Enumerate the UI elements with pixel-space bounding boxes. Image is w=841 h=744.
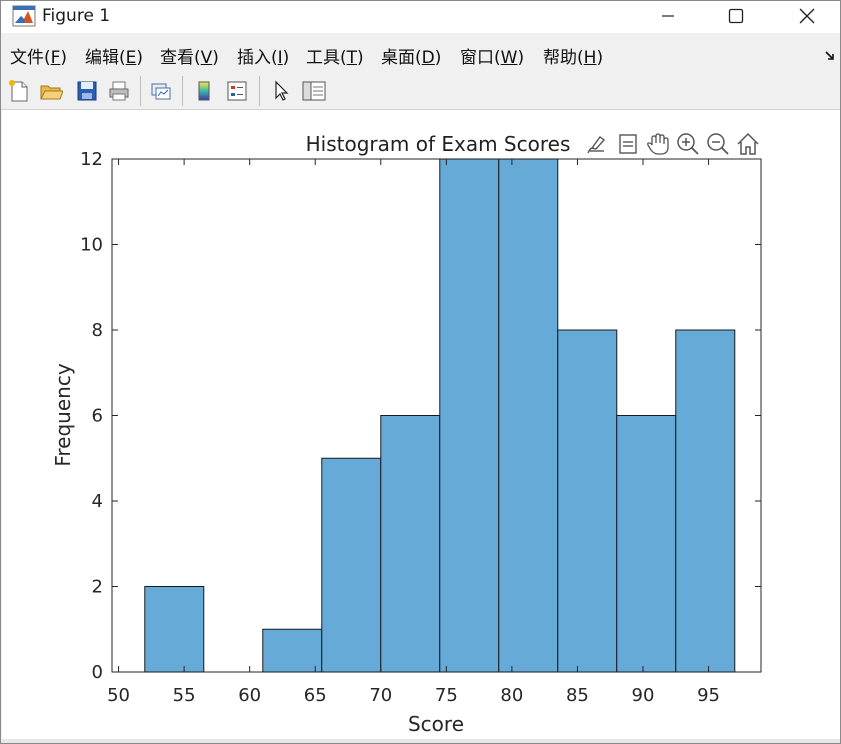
insert-legend-button[interactable] [223,77,251,105]
menu-file[interactable]: 文件(F) [10,43,67,68]
close-button[interactable] [784,1,830,31]
property-inspector-button[interactable] [300,77,328,105]
zoom-out-icon [705,131,731,157]
menu-view[interactable]: 查看(V) [160,43,219,68]
title-bar: Figure 1 [1,1,841,33]
histogram-chart: Histogram of Exam Scores 50 55 60 65 70 75 80 8… [2,110,840,743]
edit-plot-pointer-icon [269,79,293,103]
x-tick-label: 60 [238,685,261,706]
close-icon [799,8,815,24]
maximize-icon [728,8,744,24]
x-tick-label: 85 [566,685,589,706]
y-tick-label: 10 [80,235,103,256]
menu-tools[interactable]: 工具(T) [306,43,364,68]
minimize-icon [661,9,675,23]
histogram-bar [676,330,735,672]
y-tick-label: 2 [92,577,103,598]
figure-canvas: Histogram of Exam Scores 50 55 60 65 70 75 80 8… [2,110,840,743]
toolbar-separator [140,76,141,106]
histogram-bar [145,587,204,673]
brush-data-button[interactable] [583,129,613,159]
link-plot-icon [149,79,173,103]
histogram-bar [322,458,381,672]
x-tick-label: 55 [173,685,196,706]
toolbar-separator [259,76,260,106]
brush-data-icon [585,131,611,157]
zoom-in-icon [675,131,701,157]
x-axis-label: Score [408,712,464,736]
y-tick-label: 4 [92,491,103,512]
histogram-bar [499,159,558,672]
restore-view-button[interactable] [733,129,763,159]
data-tips-icon [615,131,641,157]
histogram-bar [558,330,617,672]
zoom-out-button[interactable] [703,129,733,159]
toolbar-separator [182,76,183,106]
y-tick-label: 6 [92,406,103,427]
menu-bar: 文件(F) 编辑(E) 查看(V) 插入(I) 工具(T) 桌面(D) 窗口(W… [1,37,841,71]
pan-hand-icon [645,131,671,157]
print-button[interactable] [105,77,133,105]
insert-colorbar-icon [192,79,216,103]
new-figure-button[interactable] [5,77,33,105]
menu-desktop[interactable]: 桌面(D) [381,43,441,68]
dock-arrow-icon[interactable] [824,47,836,66]
y-tick-label: 0 [92,662,103,683]
property-inspector-icon [301,79,327,103]
x-tick-label: 65 [304,685,327,706]
chart-title: Histogram of Exam Scores [306,132,571,156]
menu-edit[interactable]: 编辑(E) [85,43,143,68]
x-tick-label: 80 [500,685,523,706]
y-axis-label: Frequency [51,363,75,466]
histogram-bar [617,416,676,673]
figure-toolbar [1,72,841,110]
matlab-logo-icon [12,5,36,27]
x-tick-label: 50 [107,685,130,706]
window-title: Figure 1 [42,6,110,26]
open-file-icon [39,79,63,103]
y-tick-label: 12 [80,149,103,170]
insert-colorbar-button[interactable] [190,77,218,105]
histogram-bar [381,416,440,673]
x-tick-label: 70 [369,685,392,706]
insert-legend-icon [225,79,249,103]
window-bottom-edge [1,739,841,743]
open-file-button[interactable] [37,77,65,105]
x-tick-label: 95 [697,685,720,706]
minimize-button[interactable] [645,1,691,31]
data-tips-button[interactable] [613,129,643,159]
menu-window[interactable]: 窗口(W) [460,43,524,68]
save-icon [75,79,99,103]
pan-button[interactable] [643,129,673,159]
zoom-in-button[interactable] [673,129,703,159]
restore-view-home-icon [735,131,761,157]
maximize-button[interactable] [713,1,759,31]
link-plot-button[interactable] [147,77,175,105]
edit-plot-button[interactable] [267,77,295,105]
axes-toolbar [583,129,763,159]
x-tick-label: 90 [632,685,655,706]
x-tick-label: 75 [435,685,458,706]
new-figure-icon [7,79,31,103]
histogram-bar [263,629,322,672]
print-icon [107,79,131,103]
menu-help[interactable]: 帮助(H) [543,43,603,68]
save-button[interactable] [73,77,101,105]
histogram-bar [440,159,499,672]
menu-insert[interactable]: 插入(I) [237,43,289,68]
y-tick-label: 8 [92,320,103,341]
